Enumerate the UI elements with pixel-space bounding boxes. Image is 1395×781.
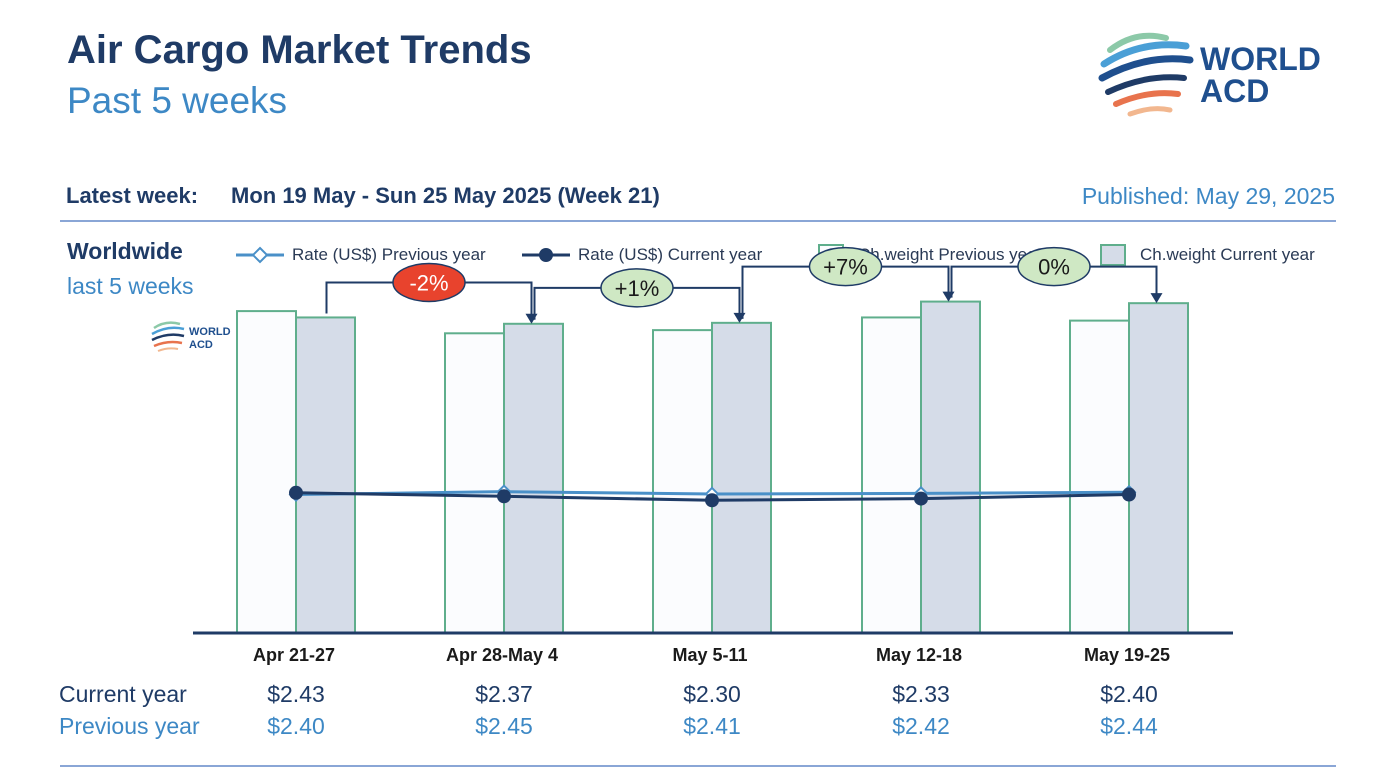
latest-week-label: Latest week: (66, 183, 199, 208)
change-badge-label: 0% (1038, 255, 1070, 280)
logo-text-acd: ACD (1200, 73, 1269, 109)
change-arrowhead-icon (733, 312, 746, 323)
page-title: Air Cargo Market Trends (67, 28, 532, 72)
latest-week-range: Mon 19 May - Sun 25 May 2025 (Week 21) (231, 183, 660, 208)
change-arrowhead-icon (525, 313, 538, 324)
change-badge-label: +1% (615, 276, 660, 301)
x-tick-layer: Apr 21-27 Apr 28-May 4 May 5-11 May 12-18 Ma… (253, 645, 1170, 665)
line-diamond-icon (236, 246, 284, 264)
line-dot-icon (522, 248, 570, 262)
legend-label: Rate (US$) Current year (578, 245, 763, 264)
bar-weight-current (711, 321, 772, 634)
x-tick-label: May 12-18 (876, 645, 962, 665)
rate-previous-value: $2.44 (1100, 713, 1158, 739)
bar-weight-current (920, 300, 981, 634)
change-arrowhead-icon (1150, 293, 1163, 304)
point-rate-current (289, 485, 303, 500)
legend-rate-previous: Rate (US$) Previous year (236, 240, 486, 270)
legend-label: Rate (US$) Previous year (292, 245, 486, 264)
bar-weight-current (1128, 302, 1189, 634)
legend-label: Ch.weight Previous year (858, 245, 1043, 264)
rate-current-value: $2.43 (267, 681, 325, 707)
x-tick-label: Apr 28-May 4 (446, 645, 558, 665)
point-rate-current (705, 493, 719, 508)
change-badge (808, 246, 883, 287)
bar-layer (236, 300, 1189, 634)
bar-swatch-icon (1100, 244, 1126, 266)
rate-current-value: $2.33 (892, 681, 950, 707)
chart-watermark-logo: WORLD ACD (151, 321, 231, 352)
bar-weight-previous (652, 329, 713, 634)
rate-previous-value: $2.42 (892, 713, 950, 739)
watermark-text-acd: ACD (189, 339, 213, 351)
change-badge (1017, 246, 1091, 287)
bar-weight-previous (236, 310, 297, 634)
point-rate-current (914, 491, 928, 506)
bar-weight-previous (1069, 319, 1130, 634)
line-layer (288, 484, 1137, 508)
change-badge-label: +7% (823, 255, 868, 280)
current-year-label: Current year (59, 681, 187, 707)
region-period: last 5 weeks (67, 273, 194, 299)
week-change-layer: -2% +1% +7% 0% (325, 246, 1163, 324)
rate-previous-value: $2.40 (267, 713, 325, 739)
legend-rate-current: Rate (US$) Current year (522, 240, 762, 270)
world-acd-logo: WORLD ACD (1098, 32, 1321, 117)
footer-divider (60, 765, 1336, 767)
rate-previous-value: $2.45 (475, 713, 533, 739)
legend-weight-current: Ch.weight Current year (1100, 240, 1315, 270)
point-rate-current (497, 489, 511, 504)
watermark-text-world: WORLD (189, 326, 231, 338)
page-subtitle: Past 5 weeks (67, 80, 288, 121)
x-tick-label: May 19-25 (1084, 645, 1170, 665)
logo-text-world: WORLD (1200, 41, 1321, 77)
bar-weight-current (503, 322, 564, 634)
change-badge (392, 262, 466, 303)
rate-current-value: $2.37 (475, 681, 533, 707)
rate-current-value: $2.30 (683, 681, 741, 707)
rate-previous-value: $2.41 (683, 713, 741, 739)
bar-weight-previous (861, 316, 922, 634)
published-date: Published: May 29, 2025 (1081, 183, 1335, 209)
rate-current-value: $2.40 (1100, 681, 1158, 707)
x-tick-label: May 5-11 (672, 645, 747, 665)
header-divider (60, 220, 1336, 222)
region-name: Worldwide (67, 238, 183, 264)
change-badge (600, 268, 674, 308)
x-tick-label: Apr 21-27 (253, 645, 335, 665)
previous-year-label: Previous year (59, 713, 200, 739)
bar-weight-current (295, 316, 356, 634)
point-rate-current (1122, 487, 1136, 502)
bar-weight-previous (444, 332, 505, 634)
change-badge-label: -2% (409, 270, 448, 295)
change-arrowhead-icon (942, 291, 955, 302)
legend-label: Ch.weight Current year (1140, 245, 1315, 264)
